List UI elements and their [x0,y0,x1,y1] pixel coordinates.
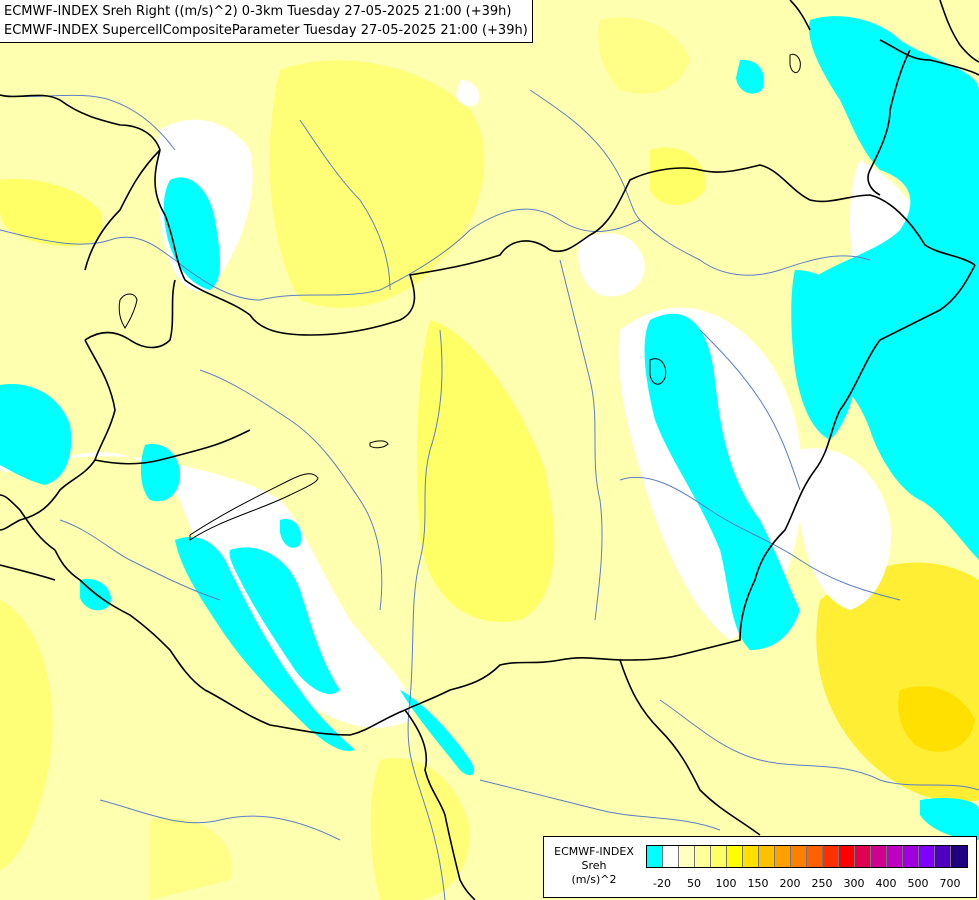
legend-title-unit: (m/s)^2 [571,873,617,886]
legend-swatch [919,846,935,867]
legend-swatch [887,846,903,867]
map-title-line-1: ECMWF-INDEX Sreh Right ((m/s)^2) 0-3km T… [4,4,512,19]
legend-tick: 500 [907,877,929,890]
map-title-line-2: ECMWF-INDEX SupercellCompositeParameter … [4,23,528,38]
legend-swatch [791,846,807,867]
legend-swatch [871,846,887,867]
legend-swatch [711,846,727,867]
legend-swatch [759,846,775,867]
legend-swatch [839,846,855,867]
legend-tick: 400 [875,877,897,890]
legend-tick: 250 [811,877,833,890]
legend-tick: 300 [843,877,865,890]
legend-color-bar [646,845,968,868]
legend-tick: 100 [715,877,737,890]
legend-swatch [743,846,759,867]
legend-swatch [935,846,951,867]
color-legend: ECMWF-INDEX Sreh (m/s)^2 -20 50 100 150 200 2… [543,836,977,898]
legend-swatch [647,846,663,867]
legend-tick: 200 [779,877,801,890]
legend-tick: 700 [939,877,961,890]
map-title-box: ECMWF-INDEX Sreh Right ((m/s)^2) 0-3km T… [0,0,533,43]
legend-swatch [903,846,919,867]
legend-tick: -20 [653,877,671,890]
legend-title: ECMWF-INDEX Sreh (m/s)^2 [548,845,640,887]
legend-swatch [727,846,743,867]
legend-swatch [807,846,823,867]
legend-tick: 50 [687,877,701,890]
legend-swatch [775,846,791,867]
legend-tick: 150 [747,877,769,890]
yellow-zones [0,17,979,900]
cyan-zones [0,16,979,840]
legend-swatch [855,846,871,867]
legend-swatch [695,846,711,867]
legend-title-param: Sreh [581,859,607,872]
legend-swatch [679,846,695,867]
legend-swatch [663,846,679,867]
legend-title-model: ECMWF-INDEX [554,845,634,858]
legend-swatch [823,846,839,867]
legend-swatch [951,846,967,867]
lakes [118,53,801,541]
rivers [0,89,979,900]
